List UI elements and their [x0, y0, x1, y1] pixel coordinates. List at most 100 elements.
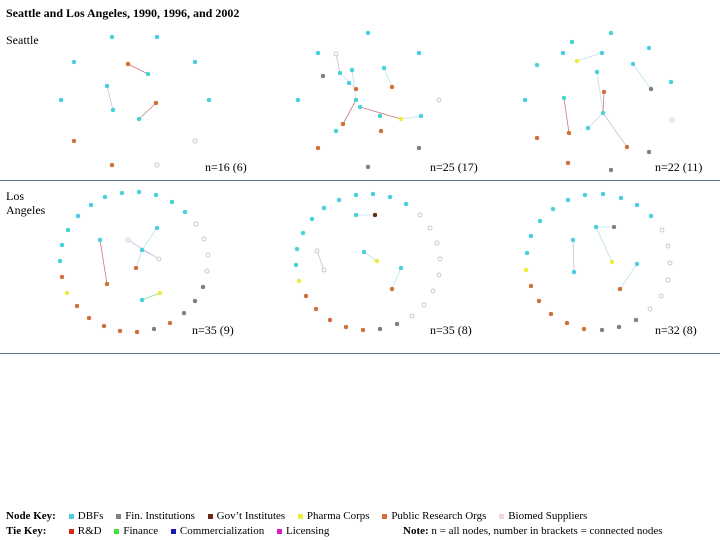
network-node-149: [372, 212, 378, 218]
node-key-pro: Public Research Orgs: [382, 510, 486, 522]
network-node-101: [59, 242, 65, 248]
network-node-110: [154, 225, 160, 231]
tie-key-heading: Tie Key:: [6, 525, 47, 537]
network-node-138: [313, 306, 319, 312]
network-node-147: [353, 192, 359, 198]
network-node-5: [206, 97, 212, 103]
brown-node-icon: [207, 513, 213, 519]
network-node-57: [534, 135, 540, 141]
network-node-165: [665, 243, 671, 249]
network-node-9: [154, 162, 160, 168]
network-node-65: [648, 86, 654, 92]
tie-key-rd: R&D: [68, 525, 102, 537]
network-tie-48: [342, 99, 357, 125]
network-tie-18: [138, 102, 157, 120]
network-node-164: [659, 227, 665, 233]
network-node-72: [624, 144, 630, 150]
network-node-113: [133, 265, 139, 271]
network-node-178: [523, 267, 529, 273]
network-node-183: [565, 197, 571, 203]
network-node-96: [86, 315, 92, 321]
network-tie-159: [316, 250, 325, 271]
network-node-137: [327, 317, 333, 323]
orange-node-icon: [382, 513, 388, 519]
node-key-dbfs-label: DBFs: [77, 510, 104, 522]
network-node-171: [616, 324, 622, 330]
network-node-114: [139, 297, 145, 303]
network-node-31: [353, 86, 359, 92]
network-tie-79: [576, 52, 603, 62]
network-node-92: [151, 326, 157, 332]
network-node-0: [109, 34, 115, 40]
network-node-32: [346, 80, 352, 86]
green-tie-icon: [114, 528, 120, 534]
network-node-97: [74, 303, 80, 309]
network-node-56: [669, 117, 675, 123]
count-seattle-1996: n=25 (17): [430, 160, 478, 174]
network-node-30: [349, 67, 355, 73]
network-node-104: [88, 202, 94, 208]
network-node-135: [360, 327, 366, 333]
network-node-35: [357, 104, 363, 110]
node-key-pharma-label: Pharma Corps: [306, 510, 370, 522]
network-node-25: [365, 164, 371, 170]
blue-tie-icon: [170, 528, 176, 534]
network-node-100: [57, 258, 63, 264]
network-node-24: [315, 145, 321, 151]
network-node-126: [427, 225, 433, 231]
network-node-52: [646, 45, 652, 51]
network-node-91: [167, 320, 173, 326]
network-node-189: [609, 259, 615, 265]
node-key-pharma: Pharma Corps: [297, 510, 370, 522]
network-tie-47: [383, 67, 393, 88]
network-tie-17: [106, 85, 114, 111]
network-node-83: [182, 209, 188, 215]
network-node-68: [561, 95, 567, 101]
network-node-102: [65, 227, 71, 233]
network-node-163: [648, 213, 654, 219]
network-node-124: [403, 201, 409, 207]
network-tie-158: [391, 267, 402, 290]
network-node-59: [565, 160, 571, 166]
network-node-132: [409, 313, 415, 319]
network-node-145: [321, 205, 327, 211]
row-divider-bottom: [0, 353, 720, 354]
network-node-186: [611, 224, 617, 230]
network-node-15: [136, 116, 142, 122]
network-node-127: [434, 240, 440, 246]
network-tie-76: [587, 112, 604, 129]
network-node-14: [153, 100, 159, 106]
network-node-4: [58, 97, 64, 103]
tie-key-commercialization-label: Commercialization: [179, 525, 265, 537]
network-tie-78: [632, 63, 652, 90]
network-node-20: [315, 50, 321, 56]
network-tie-118: [141, 227, 158, 251]
network-node-182: [550, 206, 556, 212]
network-node-60: [608, 167, 614, 173]
network-node-130: [430, 288, 436, 294]
network-node-70: [585, 125, 591, 131]
node-key-gov-label: Gov’t Institutes: [216, 510, 286, 522]
network-node-185: [593, 224, 599, 230]
network-tie-195: [619, 263, 638, 290]
network-tie-77: [602, 112, 628, 148]
magenta-tie-icon: [276, 528, 282, 534]
node-key-biomed-label: Biomed Suppliers: [508, 510, 588, 522]
network-node-151: [374, 258, 380, 264]
network-node-64: [630, 61, 636, 67]
network-node-66: [594, 69, 600, 75]
network-node-38: [377, 113, 383, 119]
network-node-108: [125, 237, 131, 243]
red-tie-icon: [68, 528, 74, 534]
count-seattle-2002: n=22 (11): [655, 160, 702, 174]
network-node-29: [337, 70, 343, 76]
network-node-98: [64, 290, 70, 296]
network-node-176: [536, 298, 542, 304]
network-node-27: [333, 51, 339, 57]
network-tie-75: [563, 97, 570, 134]
network-node-148: [353, 212, 359, 218]
network-tie-74: [602, 91, 605, 114]
network-node-136: [343, 324, 349, 330]
network-node-11: [145, 71, 151, 77]
node-key-heading: Node Key:: [6, 510, 56, 522]
